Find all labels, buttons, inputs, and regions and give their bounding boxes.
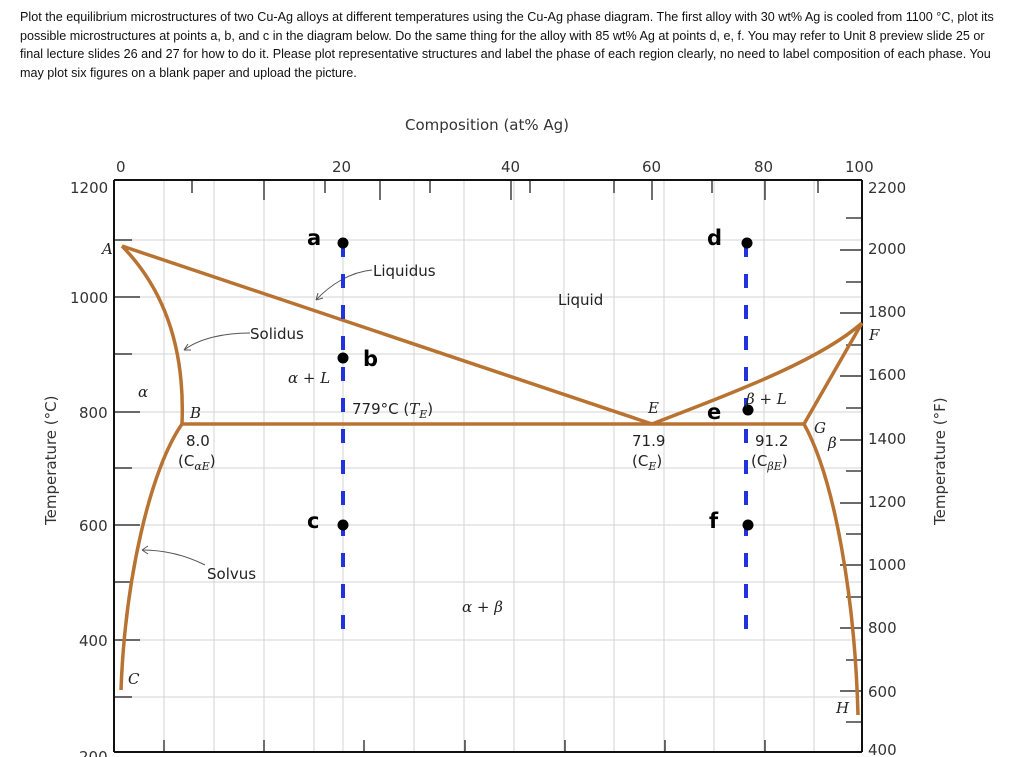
region-beta: β [827,434,837,452]
solvus-left [119,423,184,691]
b-symbol: (CαE) [178,452,216,473]
eutectic-temp-label: 779°C (TE) [352,400,433,421]
label-b: b [363,347,378,371]
left-tick-600: 600 [79,517,108,535]
right-axis-title: Temperature (°F) [931,397,949,526]
right-tick-400: 400 [868,741,897,757]
point-d [741,237,753,249]
point-F-label: F [868,326,880,344]
left-axis-title: Temperature (°C) [42,396,60,526]
b-composition: 8.0 [186,432,210,450]
right-tick-800: 800 [868,619,897,637]
right-tick-1000: 1000 [868,556,906,574]
right-tick-2000: 2000 [868,240,906,258]
region-beta-plus-L: β + L [745,390,787,408]
point-e [742,404,754,416]
left-tick-200: 200 [79,748,108,757]
alloy-points [337,237,754,531]
label-a: a [307,226,321,250]
top-axis-title: Composition (at% Ag) [405,116,569,134]
region-alpha-plus-L: α + L [288,369,330,387]
right-tick-600: 600 [868,683,897,701]
right-tick-1600: 1600 [868,366,906,384]
point-G-label: G [814,419,826,437]
label-c: c [307,509,319,533]
left-tick-1000: 1000 [70,289,108,307]
top-tick-20: 20 [332,158,351,176]
label-e: e [707,400,721,424]
label-f: f [709,509,719,533]
left-tick-1200: 1200 [70,179,108,197]
left-tick-800: 800 [79,404,108,422]
question-paragraph: Plot the equilibrium microstructures of … [20,10,994,80]
left-axis-ticks [114,239,140,698]
region-alpha: α [138,383,148,401]
gridlines [114,180,862,752]
question-text: Plot the equilibrium microstructures of … [20,8,1010,82]
region-alpha-plus-beta: α + β [462,598,503,616]
solidus-left [120,244,185,425]
plot-frame [113,179,863,753]
top-tick-40: 40 [501,158,520,176]
label-solidus: Solidus [250,325,304,343]
point-H-label: H [835,699,850,717]
point-C-label: C [128,670,140,688]
top-tick-0: 0 [116,158,126,176]
point-B-label: B [189,404,201,422]
top-tick-60: 60 [642,158,661,176]
point-A-label: A [100,240,113,258]
point-c [337,519,349,531]
top-tick-80: 80 [754,158,773,176]
bottom-axis-ticks [163,740,766,752]
top-tick-100: 100 [845,158,874,176]
liquidus-left [121,244,653,426]
g-composition: 91.2 [755,432,788,450]
e-symbol: (CE) [632,452,662,473]
right-axis-ticks [840,217,862,723]
annotation-arrows [141,269,373,566]
top-axis-ticks [191,180,819,200]
solvus-right [802,423,860,716]
right-tick-2200: 2200 [868,179,906,197]
label-d: d [707,226,722,250]
point-a [337,237,349,249]
right-tick-1800: 1800 [868,303,906,321]
label-solvus: Solvus [207,565,256,583]
label-liquidus: Liquidus [373,262,436,280]
phase-boundaries [119,244,864,716]
region-liquid: Liquid [558,291,603,309]
g-symbol: (CβE) [751,452,788,473]
liquidus-right [651,321,864,426]
left-tick-400: 400 [79,632,108,650]
right-tick-1400: 1400 [868,430,906,448]
right-tick-1200: 1200 [868,493,906,511]
point-b [337,352,349,364]
e-composition: 71.9 [632,432,665,450]
point-f [742,519,754,531]
point-E-label: E [647,399,659,417]
solidus-right [802,322,864,425]
